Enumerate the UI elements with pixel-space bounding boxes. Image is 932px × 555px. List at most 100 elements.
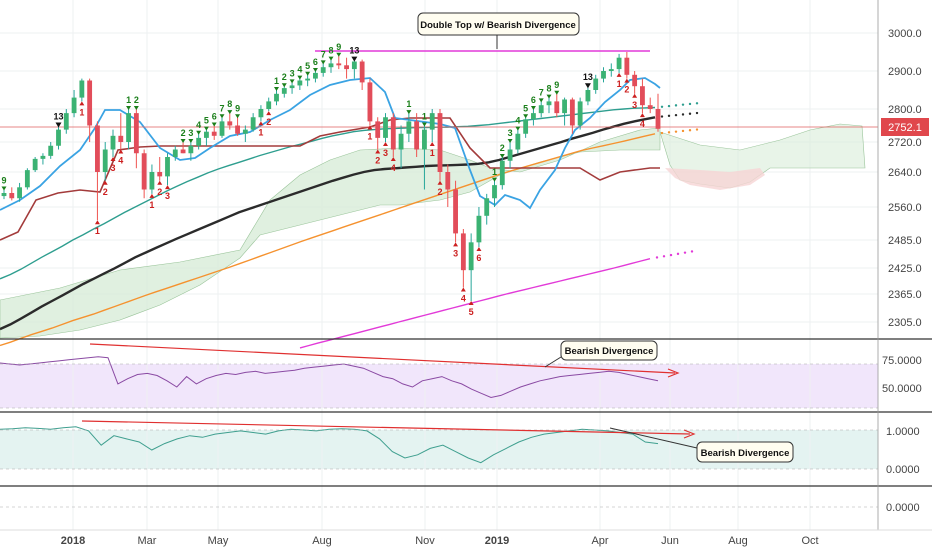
x-tick-label: Aug	[728, 535, 748, 547]
td-count-label: 1	[617, 79, 622, 89]
td-marker-icon	[584, 83, 591, 89]
td-count-label: 2	[437, 187, 442, 197]
td-marker-icon	[281, 83, 287, 88]
ma-projection-dot	[695, 128, 699, 131]
candle-body	[562, 99, 567, 114]
td-count-label: 2	[500, 143, 505, 153]
candle-body	[313, 72, 318, 79]
td-marker-icon	[632, 93, 638, 98]
candle-body	[242, 129, 248, 134]
candle-body	[640, 86, 645, 106]
td-count-label: 6	[212, 112, 217, 122]
rsi-divergence-arrow	[89, 343, 680, 378]
td-marker-icon	[538, 98, 544, 103]
x-tick-label: Nov	[415, 535, 435, 547]
td-marker-icon	[429, 142, 435, 146]
candle-body	[71, 97, 77, 114]
candle-body	[460, 233, 466, 271]
td-marker-icon	[383, 142, 388, 146]
td-count-label: 4	[640, 119, 645, 129]
td-count-label: 1	[430, 148, 435, 158]
ma-projection-dot	[681, 113, 685, 116]
ichimoku-cloud-green	[0, 127, 661, 339]
candle-body	[227, 121, 233, 126]
rsi-band	[0, 364, 878, 408]
osc-tick-label: 0.0000	[886, 502, 920, 514]
y-tick-label: 2365.0	[888, 289, 922, 301]
candle-body	[56, 129, 61, 146]
td-marker-icon	[258, 121, 264, 126]
candle-body	[383, 117, 388, 138]
ma-projection-dot	[655, 256, 659, 259]
td-marker-icon	[546, 94, 552, 99]
td-marker-icon	[312, 68, 318, 72]
td-marker-icon	[219, 114, 225, 119]
x-tick-label: Oct	[801, 535, 818, 547]
td-marker-icon	[227, 110, 233, 115]
rsi-tick-label: 75.0000	[882, 355, 922, 367]
td-marker-icon	[180, 139, 186, 143]
x-tick-label: 2019	[485, 535, 509, 547]
td-marker-icon	[476, 247, 482, 251]
candle-body	[476, 215, 482, 243]
candle-body	[359, 61, 365, 83]
td-marker-icon	[499, 154, 505, 158]
y-tick-label: 2425.0	[888, 263, 922, 275]
td-marker-icon	[235, 114, 241, 119]
ma-projection-dot	[660, 131, 664, 135]
ma-projection-dot	[695, 102, 699, 105]
td-count-label: 1	[126, 95, 131, 105]
td-count-label: 2	[134, 95, 139, 105]
td-count-label: 8	[227, 99, 232, 109]
candle-body	[453, 189, 458, 234]
ma-projection-dot	[667, 104, 671, 108]
candle-body	[647, 105, 653, 109]
td-count-label: 9	[554, 80, 559, 90]
x-tick-label: May	[208, 535, 229, 547]
candle-body	[180, 149, 186, 154]
td-count-label: 3	[110, 163, 115, 173]
td-marker-icon	[515, 126, 521, 131]
td-count-label: 1	[492, 167, 497, 177]
td-marker-icon	[1, 186, 7, 191]
candle-body	[546, 101, 552, 106]
td-count-label: 3	[453, 248, 458, 258]
candle-body	[593, 78, 599, 90]
candle-body	[499, 160, 505, 186]
candle-body	[9, 193, 15, 199]
ma-line-2	[0, 106, 656, 280]
td-marker-icon	[554, 90, 560, 95]
osc-callout-text: Bearish Divergence	[701, 448, 790, 459]
candle-body	[289, 85, 295, 89]
td-marker-icon	[149, 193, 155, 198]
candle-body	[266, 101, 272, 109]
candle-body	[157, 172, 163, 177]
ma-projection-dot	[690, 250, 694, 253]
td-marker-icon	[351, 56, 358, 62]
td-count-label: 5	[204, 116, 209, 126]
candle-body	[507, 149, 513, 161]
td-marker-icon	[55, 122, 62, 128]
td-marker-icon	[406, 110, 412, 115]
candle-body	[133, 113, 139, 154]
candle-body	[492, 185, 497, 199]
td-count-label: 13	[583, 72, 593, 82]
td-marker-icon	[133, 106, 139, 110]
td-count-label: 1	[258, 127, 263, 137]
ma-projection-dot	[660, 115, 664, 118]
td-count-label: 4	[118, 156, 123, 166]
td-count-label: 2	[181, 128, 186, 138]
y-tick-label: 2900.0	[888, 66, 922, 78]
candle-body	[484, 198, 490, 216]
double-top-callout: Double Top w/ Bearish Divergence	[417, 12, 580, 49]
ma-projection-dot	[660, 105, 664, 108]
y-tick-label: 3000.0	[888, 28, 922, 40]
candle-body	[422, 129, 427, 150]
td-marker-icon	[266, 111, 272, 116]
td-count-label: 3	[383, 148, 388, 158]
candle-body	[274, 93, 279, 102]
ma-projection-dot	[674, 130, 678, 133]
td-count-label: 1	[406, 99, 411, 109]
td-count-label: 5	[523, 103, 528, 113]
td-count-label: 8	[328, 46, 333, 56]
